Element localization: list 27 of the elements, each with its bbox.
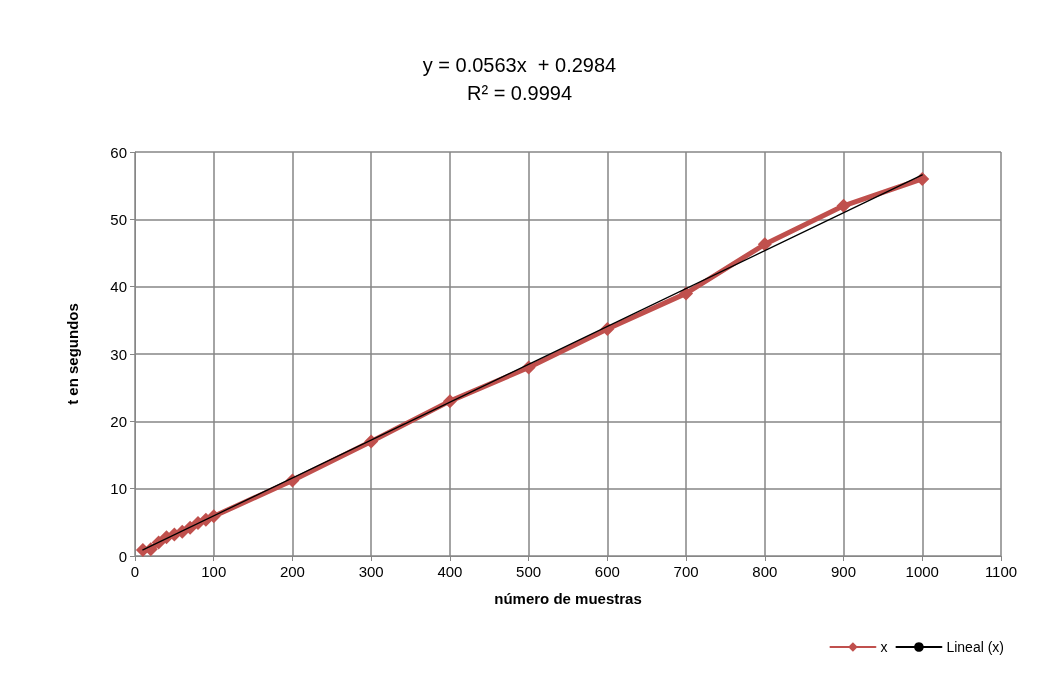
y-tick-label: 0 [118, 547, 127, 565]
x-tick-label: 1000 [905, 563, 939, 580]
x-tick-label: 400 [437, 563, 463, 580]
x-tick-label: 600 [594, 563, 620, 580]
x-tick-label: 900 [831, 563, 857, 580]
point [757, 237, 772, 252]
x-tick-label: 0 [130, 563, 140, 580]
x-tick-label: 1100 [984, 563, 1018, 580]
x-tick-label: 300 [358, 563, 384, 580]
x-axis-title: número de muestras [494, 590, 642, 607]
x-tick-label: 100 [201, 563, 227, 580]
y-tick-label: 20 [110, 412, 127, 430]
y-tick-label: 30 [110, 345, 127, 363]
chart-title: y = 0.0563x + 0.2984 [422, 54, 617, 76]
y-tick-label: 40 [110, 278, 127, 296]
x-tick-label: 800 [752, 563, 778, 580]
y-tick-label: 50 [110, 210, 127, 228]
legend-label: x [880, 639, 888, 655]
y-axis-title: t en segundos [64, 303, 81, 405]
y-tick-label: 60 [110, 143, 127, 161]
legend-label: Lineal (x) [946, 639, 1005, 655]
x-tick-label: 700 [673, 563, 699, 580]
point [836, 198, 851, 213]
chart-subtitle: R² = 0.9994 [466, 82, 573, 104]
x-tick-label: 500 [516, 563, 542, 580]
y-tick-label: 10 [110, 480, 127, 498]
x-tick-label: 200 [279, 563, 305, 580]
